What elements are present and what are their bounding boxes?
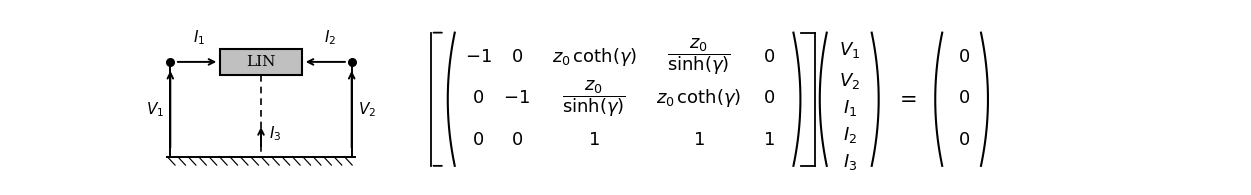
Text: $\dfrac{z_0}{\sinh(\gamma)}$: $\dfrac{z_0}{\sinh(\gamma)}$ [562, 78, 627, 119]
Text: $I_3$: $I_3$ [269, 124, 281, 143]
Text: $z_0\,\mathrm{coth}(\gamma)$: $z_0\,\mathrm{coth}(\gamma)$ [552, 45, 637, 67]
Text: $=$: $=$ [894, 89, 917, 108]
Text: $I_1$: $I_1$ [193, 28, 205, 46]
Text: $I_2$: $I_2$ [843, 125, 857, 145]
Text: $0$: $0$ [472, 90, 484, 107]
Text: $V_2$: $V_2$ [839, 71, 861, 91]
Text: $0$: $0$ [958, 48, 970, 66]
Text: $z_0\,\mathrm{coth}(\gamma)$: $z_0\,\mathrm{coth}(\gamma)$ [657, 88, 742, 109]
Text: $1$: $1$ [763, 131, 774, 149]
Text: $0$: $0$ [958, 90, 970, 107]
Text: $1$: $1$ [588, 131, 600, 149]
Text: $I_3$: $I_3$ [843, 152, 857, 172]
Text: $0$: $0$ [763, 48, 774, 66]
Text: $-1$: $-1$ [503, 90, 530, 107]
Text: $V_1$: $V_1$ [146, 100, 164, 119]
Text: $V_2$: $V_2$ [358, 100, 377, 119]
Text: $\dfrac{z_0}{\sinh(\gamma)}$: $\dfrac{z_0}{\sinh(\gamma)}$ [667, 36, 731, 77]
Text: $V_1$: $V_1$ [839, 40, 861, 60]
Text: $-1$: $-1$ [464, 48, 492, 66]
Text: $0$: $0$ [510, 48, 523, 66]
Text: LIN: LIN [246, 55, 275, 69]
Text: $0$: $0$ [510, 131, 523, 149]
Text: $0$: $0$ [958, 131, 970, 149]
Text: $I_1$: $I_1$ [843, 98, 857, 119]
Text: $I_2$: $I_2$ [324, 28, 337, 46]
Bar [220, 49, 301, 75]
Text: $0$: $0$ [472, 131, 484, 149]
Text: $1$: $1$ [693, 131, 704, 149]
Text: $0$: $0$ [763, 90, 774, 107]
